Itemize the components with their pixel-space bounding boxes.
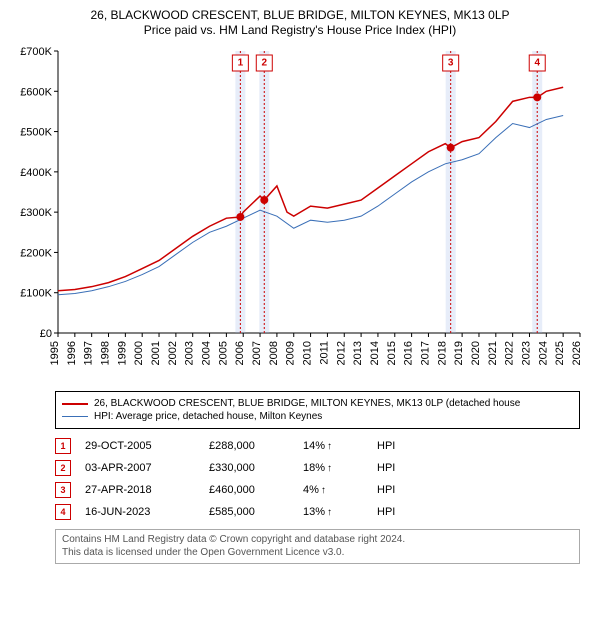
svg-text:2002: 2002	[167, 341, 179, 365]
svg-text:1996: 1996	[66, 341, 78, 365]
title-address: 26, BLACKWOOD CRESCENT, BLUE BRIDGE, MIL…	[10, 8, 590, 22]
event-label: HPI	[377, 462, 580, 474]
event-date: 27-APR-2018	[85, 484, 195, 496]
events-table: 1 29-OCT-2005 £288,000 14%↑ HPI 2 03-APR-2007 £…	[55, 435, 580, 523]
event-pct: 13%↑	[303, 506, 363, 518]
svg-text:2009: 2009	[285, 341, 297, 365]
footer-line1: Contains HM Land Registry data © Crown c…	[62, 534, 573, 547]
event-row: 3 27-APR-2018 £460,000 4%↑ HPI	[55, 479, 580, 501]
svg-text:2: 2	[261, 58, 267, 69]
svg-text:2004: 2004	[201, 341, 213, 365]
arrow-up-icon: ↑	[327, 507, 332, 518]
page: 26, BLACKWOOD CRESCENT, BLUE BRIDGE, MIL…	[0, 0, 600, 620]
event-row: 4 16-JUN-2023 £585,000 13%↑ HPI	[55, 501, 580, 523]
svg-text:£100K: £100K	[20, 288, 52, 300]
svg-text:2019: 2019	[453, 341, 465, 365]
svg-text:1995: 1995	[49, 341, 61, 365]
legend: 26, BLACKWOOD CRESCENT, BLUE BRIDGE, MIL…	[55, 391, 580, 429]
event-date: 03-APR-2007	[85, 462, 195, 474]
svg-text:2010: 2010	[302, 341, 314, 365]
event-label: HPI	[377, 484, 580, 496]
svg-text:1997: 1997	[83, 341, 95, 365]
svg-text:2023: 2023	[520, 341, 532, 365]
svg-text:2014: 2014	[369, 341, 381, 365]
footer: Contains HM Land Registry data © Crown c…	[55, 529, 580, 564]
svg-text:£0: £0	[40, 328, 52, 340]
svg-text:1999: 1999	[116, 341, 128, 365]
event-price: £585,000	[209, 506, 289, 518]
event-label: HPI	[377, 440, 580, 452]
svg-text:2007: 2007	[251, 341, 263, 365]
svg-text:£700K: £700K	[20, 46, 52, 58]
event-price: £460,000	[209, 484, 289, 496]
svg-text:2005: 2005	[217, 341, 229, 365]
chart: £0 £100K £200K £300K £400K £500K £600K £700K 199…	[10, 43, 590, 383]
chart-svg: £0 £100K £200K £300K £400K £500K £600K £700K 199…	[10, 43, 590, 383]
event-number-box: 3	[55, 482, 71, 498]
legend-label: HPI: Average price, detached house, Milt…	[94, 411, 322, 422]
svg-text:£300K: £300K	[20, 207, 52, 219]
svg-text:2017: 2017	[419, 341, 431, 365]
svg-text:2006: 2006	[234, 341, 246, 365]
svg-text:4: 4	[534, 58, 540, 69]
svg-text:2020: 2020	[470, 341, 482, 365]
svg-text:2016: 2016	[403, 341, 415, 365]
svg-text:£500K: £500K	[20, 127, 52, 139]
event-pct: 18%↑	[303, 462, 363, 474]
svg-text:2024: 2024	[537, 341, 549, 365]
svg-text:2022: 2022	[504, 341, 516, 365]
svg-text:2008: 2008	[268, 341, 280, 365]
event-date: 16-JUN-2023	[85, 506, 195, 518]
event-row: 1 29-OCT-2005 £288,000 14%↑ HPI	[55, 435, 580, 457]
svg-text:£200K: £200K	[20, 247, 52, 259]
legend-swatch	[62, 416, 88, 417]
event-pct: 14%↑	[303, 440, 363, 452]
event-number-box: 1	[55, 438, 71, 454]
svg-text:3: 3	[448, 58, 454, 69]
legend-label: 26, BLACKWOOD CRESCENT, BLUE BRIDGE, MIL…	[94, 398, 520, 409]
event-number-box: 4	[55, 504, 71, 520]
titles: 26, BLACKWOOD CRESCENT, BLUE BRIDGE, MIL…	[10, 8, 590, 37]
footer-line2: This data is licensed under the Open Gov…	[62, 547, 573, 560]
svg-text:2013: 2013	[352, 341, 364, 365]
svg-text:2000: 2000	[133, 341, 145, 365]
svg-text:2003: 2003	[184, 341, 196, 365]
legend-swatch	[62, 403, 88, 405]
svg-text:2001: 2001	[150, 341, 162, 365]
event-row: 2 03-APR-2007 £330,000 18%↑ HPI	[55, 457, 580, 479]
svg-text:1998: 1998	[100, 341, 112, 365]
svg-text:£400K: £400K	[20, 167, 52, 179]
event-date: 29-OCT-2005	[85, 440, 195, 452]
legend-item: 26, BLACKWOOD CRESCENT, BLUE BRIDGE, MIL…	[62, 398, 573, 409]
svg-text:2026: 2026	[571, 341, 583, 365]
svg-text:2011: 2011	[318, 341, 330, 365]
svg-text:2012: 2012	[335, 341, 347, 365]
event-label: HPI	[377, 506, 580, 518]
svg-text:2015: 2015	[386, 341, 398, 365]
event-pct: 4%↑	[303, 484, 363, 496]
svg-text:2018: 2018	[436, 341, 448, 365]
event-price: £330,000	[209, 462, 289, 474]
arrow-up-icon: ↑	[327, 463, 332, 474]
title-subtitle: Price paid vs. HM Land Registry's House …	[10, 23, 590, 37]
legend-item: HPI: Average price, detached house, Milt…	[62, 411, 573, 422]
svg-text:2025: 2025	[554, 341, 566, 365]
svg-text:2021: 2021	[487, 341, 499, 365]
svg-text:1: 1	[238, 58, 244, 69]
arrow-up-icon: ↑	[327, 441, 332, 452]
svg-text:£600K: £600K	[20, 86, 52, 98]
arrow-up-icon: ↑	[321, 485, 326, 496]
event-number-box: 2	[55, 460, 71, 476]
event-price: £288,000	[209, 440, 289, 452]
